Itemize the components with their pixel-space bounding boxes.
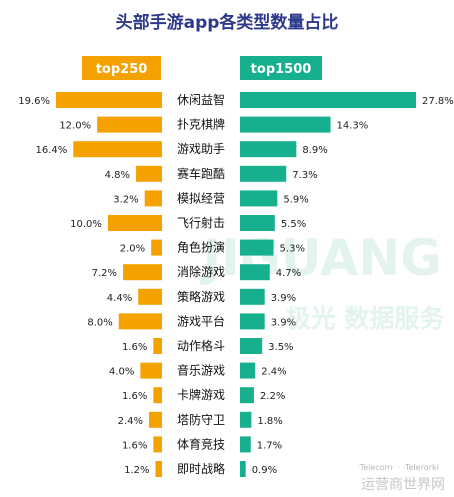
bar-top250-15 <box>155 461 162 477</box>
value-label-top1500-7: 4.7% <box>276 268 301 279</box>
bar-top1500-14 <box>240 436 251 453</box>
bar-top250-8 <box>138 288 162 305</box>
value-label-top250-13: 2.4% <box>118 416 143 427</box>
category-label-15: 即时战略 <box>177 461 225 476</box>
category-label-9: 游戏平台 <box>177 313 225 328</box>
category-label-13: 塔防守卫 <box>177 412 225 427</box>
bar-top1500-4 <box>240 190 278 207</box>
value-label-top1500-12: 2.2% <box>260 391 285 402</box>
category-label-4: 模拟经营 <box>177 191 225 205</box>
bar-top1500-0 <box>240 92 416 108</box>
bar-top1500-12 <box>240 387 254 404</box>
category-label-7: 消除游戏 <box>177 264 225 279</box>
chart-title: 头部手游app各类型数量占比 <box>116 12 339 33</box>
value-label-top1500-11: 2.4% <box>261 367 286 378</box>
bar-top1500-15 <box>240 461 246 477</box>
value-label-top1500-14: 1.7% <box>257 440 282 451</box>
bar-top1500-3 <box>240 165 287 182</box>
watermark-footer-cn: 运营商世界网 <box>361 477 445 493</box>
category-label-5: 飞行射击 <box>177 215 225 230</box>
bar-top1500-8 <box>240 288 265 305</box>
value-label-top250-3: 4.8% <box>105 170 130 181</box>
value-label-top1500-6: 5.3% <box>280 244 305 255</box>
value-label-top1500-0: 27.8% <box>422 96 454 107</box>
legend-top250-box <box>82 56 161 80</box>
value-label-top1500-2: 8.9% <box>302 145 327 156</box>
value-label-top250-11: 4.0% <box>109 367 134 378</box>
category-label-10: 动作格斗 <box>177 338 225 353</box>
value-label-top250-0: 19.6% <box>18 96 50 107</box>
watermark-cn: 极光 数据服务 <box>286 304 445 333</box>
legend: top250 top1500 <box>82 56 322 80</box>
category-label-14: 体育竞技 <box>177 436 225 451</box>
value-label-top1500-9: 3.9% <box>271 317 296 328</box>
bar-top1500-9 <box>240 313 265 330</box>
bar-top250-4 <box>144 190 162 207</box>
legend-top250-label: top250 <box>96 62 148 77</box>
value-label-top250-2: 16.4% <box>36 145 68 156</box>
value-label-top250-6: 2.0% <box>120 244 145 255</box>
bars: 19.6% 休闲益智 27.8% 12.0% 扑克棋牌 14.3% 16.4% 游戏助手 8.9… <box>18 92 454 477</box>
bar-top1500-5 <box>240 215 275 231</box>
value-label-top250-10: 1.6% <box>122 342 147 353</box>
bar-top250-1 <box>97 116 162 133</box>
value-label-top1500-5: 5.5% <box>281 219 306 230</box>
bar-top250-13 <box>149 411 162 428</box>
bar-top1500-11 <box>240 362 256 379</box>
value-label-top250-5: 10.0% <box>70 219 102 230</box>
value-label-top250-15: 1.2% <box>124 465 149 476</box>
bar-top250-14 <box>153 436 162 453</box>
category-label-3: 赛车跑酷 <box>177 166 225 181</box>
bar-top250-9 <box>118 313 162 330</box>
bar-top250-2 <box>73 141 162 158</box>
value-label-top1500-8: 3.9% <box>271 293 296 304</box>
watermark: JIGUANG 极光 数据服务 ·Telecom· · ·Telerorki 运… <box>200 229 445 493</box>
bar-top250-5 <box>107 215 162 231</box>
category-label-8: 策略游戏 <box>177 289 225 304</box>
bar-top250-10 <box>153 338 162 354</box>
bar-top1500-1 <box>240 116 331 133</box>
category-label-12: 卡牌游戏 <box>177 388 225 402</box>
value-label-top250-8: 4.4% <box>107 293 132 304</box>
category-label-1: 扑克棋牌 <box>177 118 225 132</box>
watermark-footer-small: ·Telecom· · ·Telerorki <box>357 463 439 472</box>
value-label-top1500-4: 5.9% <box>283 194 308 205</box>
bar-top250-11 <box>140 362 162 379</box>
bar-top1500-6 <box>240 239 274 256</box>
bar-top250-12 <box>153 387 162 404</box>
value-label-top1500-15: 0.9% <box>252 465 277 476</box>
bar-top1500-10 <box>240 338 263 354</box>
category-label-6: 角色扮演 <box>177 240 225 255</box>
value-label-top250-7: 7.2% <box>92 268 117 279</box>
watermark-brand: JIGUANG <box>200 229 442 287</box>
bar-top1500-13 <box>240 411 252 428</box>
category-label-2: 游戏助手 <box>177 142 225 156</box>
bar-top250-0 <box>56 92 162 108</box>
value-label-top250-12: 1.6% <box>122 391 147 402</box>
bar-top250-6 <box>151 239 162 256</box>
bar-top250-7 <box>123 264 162 281</box>
value-label-top1500-3: 7.3% <box>292 170 317 181</box>
value-label-top1500-13: 1.8% <box>257 416 282 427</box>
bar-top250-3 <box>136 165 162 182</box>
value-label-top250-4: 3.2% <box>113 194 138 205</box>
value-label-top1500-10: 3.5% <box>268 342 293 353</box>
value-label-top250-1: 12.0% <box>59 121 91 132</box>
value-label-top250-9: 8.0% <box>87 317 112 328</box>
legend-top1500-label: top1500 <box>251 62 312 77</box>
category-label-11: 音乐游戏 <box>177 363 225 378</box>
value-label-top1500-1: 14.3% <box>337 121 369 132</box>
legend-top1500-box <box>240 56 322 80</box>
bar-top1500-7 <box>240 264 270 281</box>
category-label-0: 休闲益智 <box>177 92 225 107</box>
bar-top1500-2 <box>240 141 297 158</box>
value-label-top250-14: 1.6% <box>122 440 147 451</box>
